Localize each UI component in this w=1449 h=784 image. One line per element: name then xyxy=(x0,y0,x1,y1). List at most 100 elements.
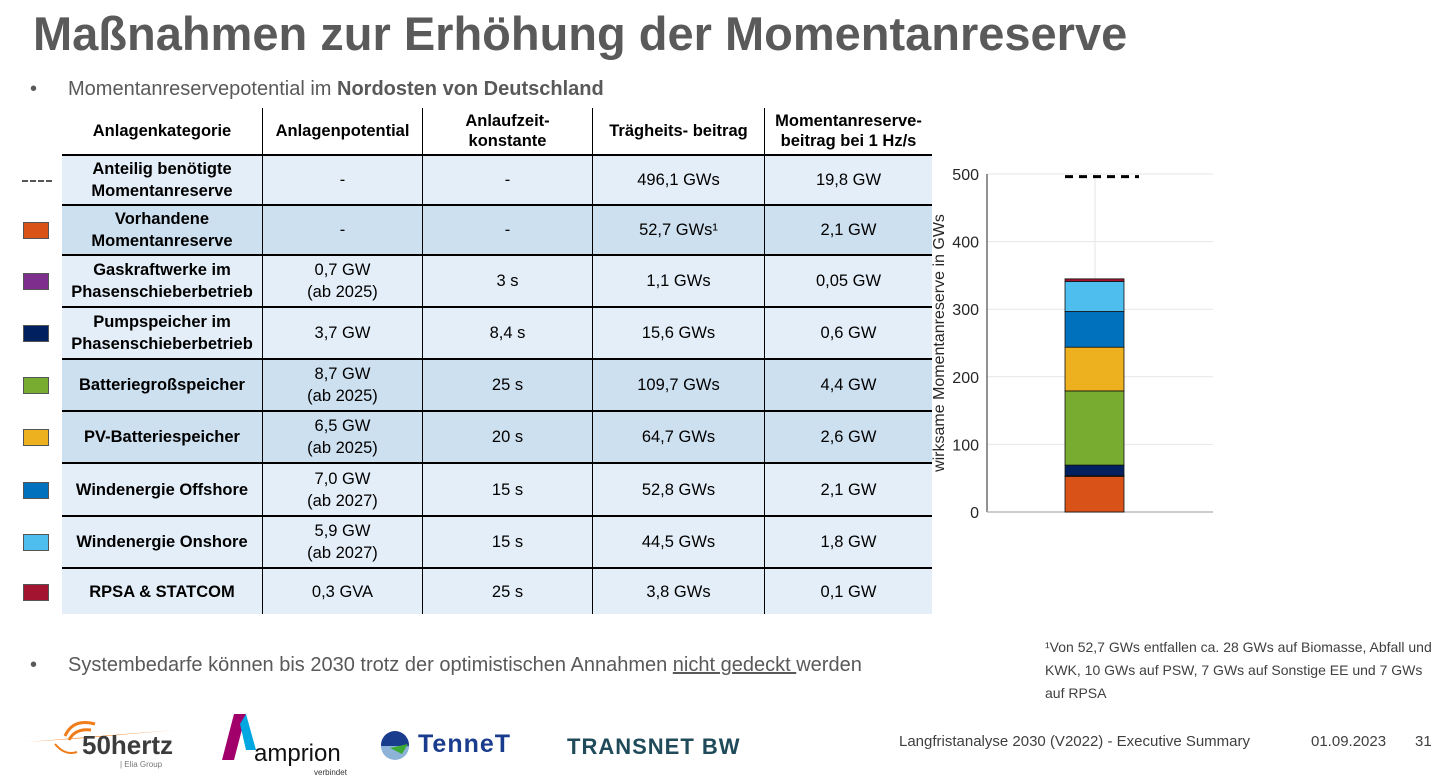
value-cell: 25 s xyxy=(422,359,593,412)
bullet-potential: • Momentanreservepotential im Nordosten v… xyxy=(30,78,604,100)
y-tick-label: 500 xyxy=(952,167,979,184)
value-cell: - xyxy=(262,205,423,256)
potential-table: Anlagenkategorie Anlagenpotential Anlaufze… xyxy=(62,108,932,614)
slide-title: Maßnahmen zur Erhöhung der Momentanreser… xyxy=(33,7,1128,60)
column-header: Anlagenpotential xyxy=(262,108,423,156)
amprion-a-icon xyxy=(222,714,256,760)
value-cell: 2,1 GW xyxy=(764,205,932,256)
value-cell: 19,8 GW xyxy=(764,155,932,206)
table-row: Gaskraftwerke im Phasenschieberbetrieb 0,… xyxy=(62,255,932,308)
bar-segment xyxy=(1064,475,1125,513)
legend-swatch-icon xyxy=(23,222,49,239)
elia-group-text: | Elia Group xyxy=(120,760,163,769)
logo-tennet: TenneT xyxy=(380,730,530,762)
legend-swatch-icon xyxy=(23,481,49,499)
footnote: ¹Von 52,7 GWs entfallen ca. 28 GWs auf B… xyxy=(1045,639,1432,701)
category-cell: Gaskraftwerke im Phasenschieberbetrieb xyxy=(62,255,263,308)
table-row: Pumpspeicher im Phasenschieberbetrieb 3,7… xyxy=(62,307,932,360)
value-cell: 1,8 GW xyxy=(764,516,932,569)
category-cell: Pumpspeicher im Phasenschieberbetrieb xyxy=(62,307,263,360)
bullet-underlined: nicht gedeckt xyxy=(672,654,797,676)
value-cell: - xyxy=(422,205,593,256)
value-cell: 2,6 GW xyxy=(764,411,932,464)
category-cell: Anteilig benötigte Momentanreserve xyxy=(62,155,263,206)
table-row: Anteilig benötigte Momentanreserve - -496,… xyxy=(62,155,932,206)
value-cell: 15 s xyxy=(422,463,593,517)
y-tick-label: 400 xyxy=(952,235,979,252)
category-cell: Windenergie Offshore xyxy=(62,463,263,517)
legend-swatch-icon xyxy=(23,325,49,342)
footer-date: 01.09.2023 xyxy=(1311,733,1387,750)
category-cell: PV-Batteriespeicher xyxy=(62,411,263,464)
amprion-tagline: verbindet xyxy=(314,768,347,777)
value-cell: 3 s xyxy=(422,255,593,308)
category-cell: Batteriegroßspeicher xyxy=(62,359,263,412)
logo-amprion: amprion verbindet xyxy=(222,714,352,777)
tennet-wordmark: TenneT xyxy=(418,730,512,758)
bullet-text: Systembedarfe können bis 2030 trotz der … xyxy=(68,654,673,676)
legend-dash-icon xyxy=(22,180,52,182)
bullet-text-end: werden xyxy=(796,654,862,676)
category-cell: RPSA & STATCOM xyxy=(62,568,263,614)
value-cell: 3,8 GWs xyxy=(592,568,765,614)
value-cell: 4,4 GW xyxy=(764,359,932,412)
value-cell: 7,0 GW (ab 2027) xyxy=(262,463,423,517)
table-row: Vorhandene Momentanreserve - -52,7 GWs¹ 2,1… xyxy=(62,205,932,256)
column-header: Momentanreserve- beitrag bei 1 Hz/s xyxy=(764,108,932,156)
table-row: RPSA & STATCOM 0,3 GVA 25 s 3,8 GWs 0,1 GW xyxy=(62,568,932,614)
value-cell: 0,7 GW (ab 2025) xyxy=(262,255,423,308)
value-cell: 0,6 GW xyxy=(764,307,932,360)
bar-segment xyxy=(1064,390,1125,466)
value-cell: 8,4 s xyxy=(422,307,593,360)
bullet-conclusion: • Systembedarfe können bis 2030 trotz der… xyxy=(30,654,862,676)
bullet-text: Momentanreservepotential im xyxy=(68,78,338,100)
50hertz-swoosh-icon xyxy=(27,721,175,754)
value-cell: 8,7 GW (ab 2025) xyxy=(262,359,423,412)
bar-segment xyxy=(1064,464,1125,477)
category-cell: Windenergie Onshore xyxy=(62,516,263,569)
value-cell: 3,7 GW xyxy=(262,307,423,360)
value-cell: 6,5 GW (ab 2025) xyxy=(262,411,423,464)
value-cell: 2,1 GW xyxy=(764,463,932,517)
category-cell: Vorhandene Momentanreserve xyxy=(62,205,263,256)
value-cell: 44,5 GWs xyxy=(592,516,765,569)
footer-document: Langfristanalyse 2030 (V2022) - Executiv… xyxy=(899,733,1251,750)
value-cell: 0,1 GW xyxy=(764,568,932,614)
column-header: Anlaufzeit- konstante xyxy=(422,108,593,156)
value-cell: 0,05 GW xyxy=(764,255,932,308)
column-header: Anlagenkategorie xyxy=(62,108,263,156)
value-cell: 15 s xyxy=(422,516,593,569)
legend-swatch-icon xyxy=(23,429,49,446)
y-tick-label: 300 xyxy=(952,302,979,319)
value-cell: 52,8 GWs xyxy=(592,463,765,517)
50hertz-wordmark: 50hertz xyxy=(82,730,174,760)
bar-segment xyxy=(1064,281,1125,312)
y-axis-label: wirksame Momentanreserve in GWs xyxy=(931,214,948,473)
bullet-bold: Nordosten von Deutschland xyxy=(337,78,604,100)
table-row: Batteriegroßspeicher 8,7 GW (ab 2025) 25 s… xyxy=(62,359,932,412)
logo-50hertz: 50hertz | Elia Group xyxy=(25,712,195,772)
bar-segment xyxy=(1064,346,1125,392)
value-cell: 20 s xyxy=(422,411,593,464)
tennet-globe-icon xyxy=(381,731,409,760)
value-cell: - xyxy=(262,155,423,206)
amprion-wordmark: amprion xyxy=(254,740,341,767)
value-cell: 15,6 GWs xyxy=(592,307,765,360)
value-cell: 0,3 GVA xyxy=(262,568,423,614)
value-cell: 496,1 GWs xyxy=(592,155,765,206)
legend-swatch-icon xyxy=(23,534,49,551)
value-cell: 5,9 GW (ab 2027) xyxy=(262,516,423,569)
value-cell: 1,1 GWs xyxy=(592,255,765,308)
value-cell: 109,7 GWs xyxy=(592,359,765,412)
y-tick-label: 100 xyxy=(952,437,979,454)
footer-page-number: 31 xyxy=(1415,733,1432,750)
legend-swatch-icon xyxy=(23,583,49,601)
y-tick-label: 200 xyxy=(952,370,979,387)
bar-segment xyxy=(1064,278,1125,282)
y-tick-label: 0 xyxy=(970,505,979,522)
value-cell: 64,7 GWs xyxy=(592,411,765,464)
value-cell: - xyxy=(422,155,593,206)
value-cell: 52,7 GWs¹ xyxy=(592,205,765,256)
